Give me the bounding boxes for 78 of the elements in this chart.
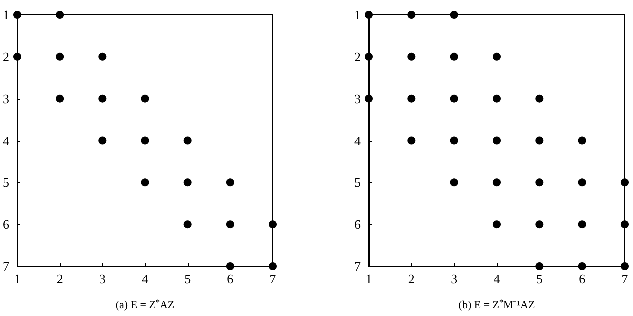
y-tick-label: 3: [3, 91, 10, 106]
point: [184, 136, 192, 145]
point: [365, 94, 373, 103]
point: [408, 94, 416, 103]
point: [493, 94, 501, 103]
point: [408, 11, 416, 19]
x-tick-label: 4: [494, 272, 501, 286]
x-tick-label: 7: [622, 272, 629, 286]
point: [578, 136, 586, 145]
point: [98, 94, 107, 103]
point: [56, 94, 64, 103]
point: [141, 178, 150, 187]
point: [184, 220, 192, 229]
point: [269, 262, 277, 270]
point: [621, 178, 629, 187]
point: [536, 262, 544, 270]
point: [493, 136, 501, 145]
point: [536, 220, 544, 229]
point: [450, 136, 458, 145]
x-tick-label: 1: [14, 272, 21, 286]
point: [450, 52, 458, 61]
y-tick-label: 4: [354, 133, 362, 148]
y-tick-label: 1: [3, 8, 10, 22]
point: [493, 220, 501, 229]
x-tick-label: 2: [408, 272, 415, 286]
point: [226, 262, 234, 270]
point: [226, 220, 234, 229]
point: [365, 11, 373, 19]
y-tick-label: 6: [3, 217, 10, 232]
point: [450, 11, 458, 19]
point: [578, 220, 586, 229]
x-axis-title: (b) E = Z*M⁻¹AZ: [458, 298, 536, 312]
point: [408, 52, 416, 61]
x-tick-label: 5: [184, 272, 192, 286]
point: [493, 52, 501, 61]
point: [536, 94, 544, 103]
x-tick-label: 2: [56, 272, 64, 286]
point: [14, 11, 22, 19]
x-tick-label: 4: [142, 272, 149, 286]
point: [98, 136, 107, 145]
x-tick-label: 3: [99, 272, 106, 286]
x-tick-label: 7: [270, 272, 277, 286]
point: [226, 178, 234, 187]
point: [98, 52, 107, 61]
point: [14, 52, 22, 61]
y-tick-label: 3: [354, 91, 361, 106]
x-tick-label: 6: [579, 272, 586, 286]
point: [408, 136, 416, 145]
point: [56, 11, 64, 19]
y-tick-label: 5: [354, 175, 361, 190]
y-tick-label: 6: [354, 217, 362, 232]
point: [621, 220, 629, 229]
point: [621, 262, 629, 270]
y-tick-label: 7: [3, 259, 10, 274]
x-tick-label: 6: [227, 272, 234, 286]
point: [56, 52, 64, 61]
point: [365, 52, 373, 61]
point: [493, 178, 501, 187]
x-axis-title: (a) E = Z*AZ: [116, 298, 175, 312]
x-tick-label: 1: [366, 272, 372, 286]
point: [536, 178, 544, 187]
point: [536, 136, 544, 145]
y-tick-label: 2: [3, 49, 10, 64]
y-tick-label: 5: [3, 175, 10, 190]
y-tick-label: 7: [354, 259, 362, 274]
point: [141, 94, 150, 103]
y-tick-label: 4: [3, 133, 10, 148]
point: [578, 262, 586, 270]
x-tick-label: 3: [451, 272, 458, 286]
point: [450, 178, 458, 187]
y-tick-label: 1: [354, 8, 361, 22]
point: [184, 178, 192, 187]
y-tick-label: 2: [354, 49, 361, 64]
point: [141, 136, 150, 145]
point: [450, 94, 458, 103]
x-tick-label: 5: [536, 272, 543, 286]
point: [269, 220, 277, 229]
point: [578, 178, 586, 187]
